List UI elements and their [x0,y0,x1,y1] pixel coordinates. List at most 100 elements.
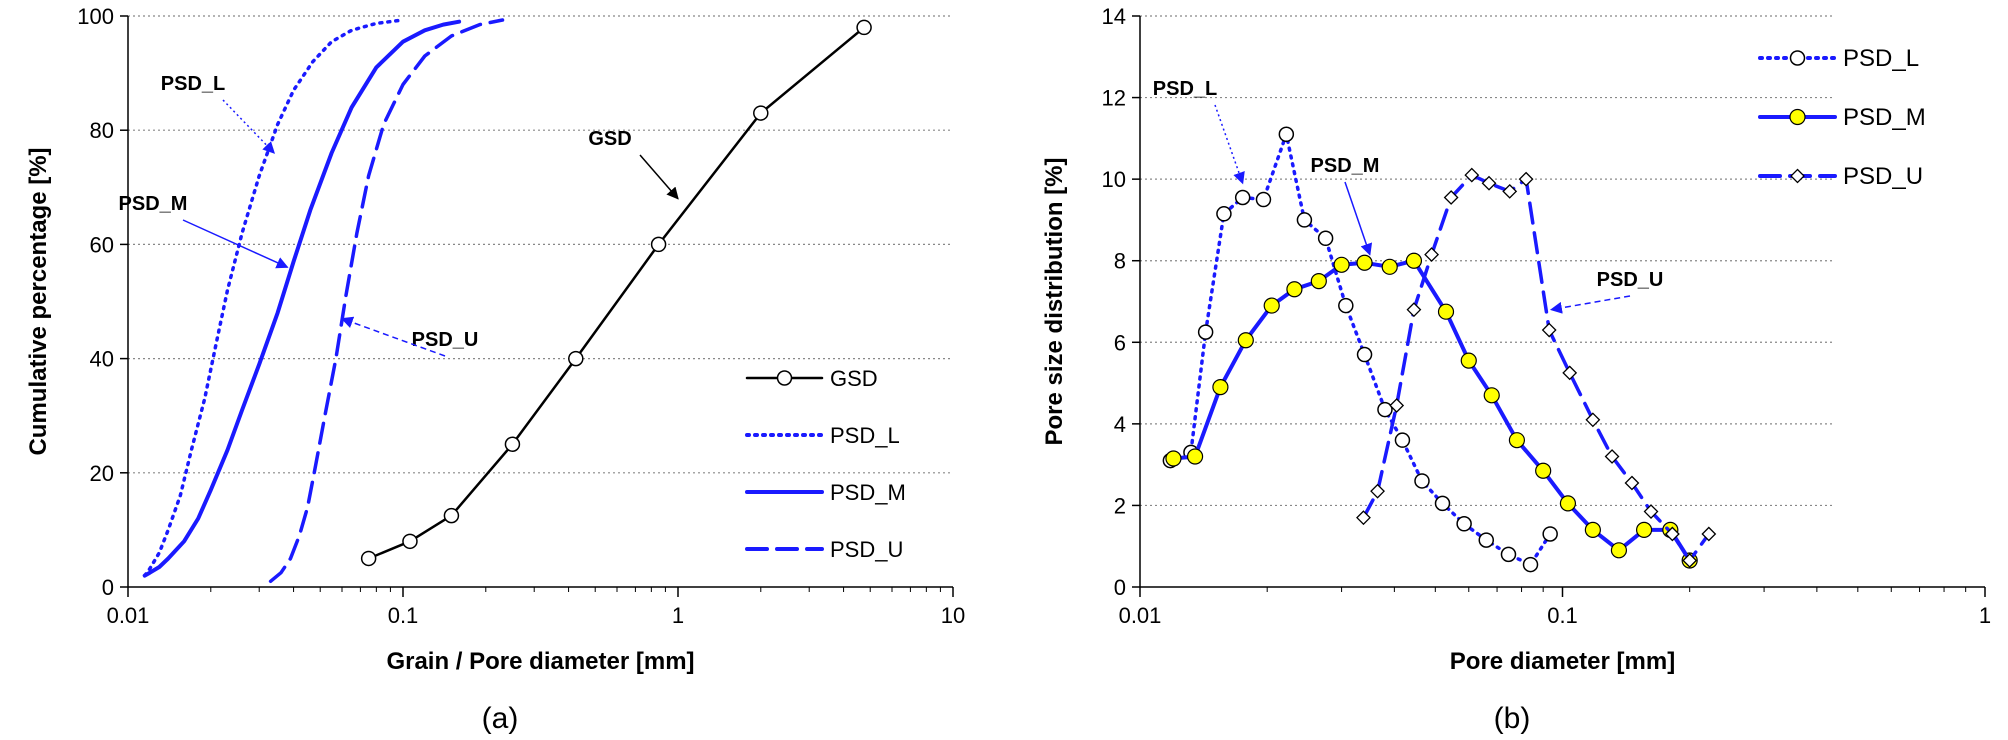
data-point [568,350,584,367]
data-point [1522,556,1539,573]
data-point [1437,303,1455,320]
data-point [1635,521,1653,539]
annotation-arrow [182,219,289,269]
annotation-label: PSD_U [1597,269,1664,291]
data-point [1405,252,1423,269]
series-line [142,18,405,578]
series-line [1171,258,1692,563]
annotation-label: PSD_M [119,193,188,215]
data-point [504,436,521,452]
data-point [1317,230,1334,247]
series-line [1361,173,1711,563]
data-point [1624,475,1640,491]
annotation-arrow [1549,295,1631,314]
data-point [1562,365,1578,381]
y-tick-label: 40 [90,347,114,372]
legend-item: PSD_M [745,480,906,505]
data-point [1414,473,1430,489]
series-gsd [360,19,872,567]
y-tick-label: 80 [90,118,114,143]
data-point [1584,521,1601,539]
data-point [1286,281,1303,298]
x-tick-label: 0.01 [1119,603,1162,628]
data-point [1263,297,1280,314]
data-point [1278,126,1295,143]
data-point [1424,247,1440,263]
data-point [1338,297,1354,314]
data-point [753,105,769,121]
data-point [1664,526,1680,542]
legend-label: PSD_U [1843,163,1923,190]
data-point [1443,190,1459,205]
annotation-arrow [340,316,446,357]
y-tick-label: 2 [1114,493,1126,518]
data-point [1701,526,1717,542]
annotation: PSD_L [1153,78,1245,185]
legend-label: PSD_M [830,480,906,505]
annotation: PSD_L [161,73,275,154]
data-point [1434,495,1451,512]
x-tick-label: 1 [672,603,684,628]
data-point [1186,448,1204,465]
data-point [1481,175,1497,191]
data-point [1585,412,1601,428]
legend-item: PSD_M [1758,104,1926,131]
annotation-arrow [1214,104,1245,185]
data-point [1389,398,1405,413]
y-tick-label: 8 [1114,249,1126,274]
y-tick-label: 0 [1114,575,1126,600]
data-point [856,19,872,36]
series-psd-u [268,18,505,584]
data-point [443,507,460,524]
annotation-label: GSD [588,128,631,150]
y-tick-label: 4 [1114,412,1126,437]
data-point [1464,167,1480,183]
data-point [1197,324,1214,340]
chart-panel-b: 0 2 4 6 8 10 12 14 0.01 0.1 1 Pore diameter [mm] Por… [1041,4,1991,735]
series-psd-u [1356,167,1717,568]
series-psd-m [142,19,462,578]
legend-item: PSD_L [1758,45,1919,72]
x-tick-label: 1 [1979,603,1991,628]
y-tick-label: 12 [1102,86,1126,111]
data-point [1370,483,1385,499]
annotation-label: PSD_L [1153,78,1217,100]
x-tick-label: 0.1 [388,603,419,628]
data-point [1234,189,1251,206]
y-axis-label: Pore size distribution [%] [1041,157,1068,445]
legend-item: GSD [745,366,878,391]
series-psd-l [142,18,405,578]
data-point [1237,332,1254,349]
data-point [402,533,418,550]
y-axis-label: Cumulative percentage [%] [25,147,52,455]
annotation: PSD_M [119,193,289,269]
data-point [1165,450,1182,467]
data-point [1508,432,1526,449]
data-point [1356,510,1371,526]
data-point [1356,346,1373,363]
y-tick-label: 0 [102,575,114,600]
data-point [1604,449,1620,464]
legend-label: GSD [830,366,878,391]
y-tick-label: 14 [1102,4,1126,29]
legend-item: PSD_U [745,537,903,562]
series-line [367,26,866,560]
panel-label: (a) [482,702,519,735]
data-point [1542,526,1558,542]
legend-item: PSD_U [1758,163,1923,190]
annotation-arrow [222,99,275,154]
data-point [1406,302,1422,318]
x-axis-label: Grain / Pore diameter [mm] [386,648,694,675]
annotation-label: PSD_L [161,73,225,95]
data-point [1535,462,1552,479]
data-point [360,550,377,567]
annotation-arrow [1344,181,1373,256]
data-point [1643,504,1659,519]
data-point [650,236,667,253]
data-point [1500,546,1517,563]
data-point [1789,108,1806,126]
series-line [268,18,505,584]
legend-label: PSD_M [1843,104,1926,131]
data-point [1212,379,1229,396]
x-axis-label: Pore diameter [mm] [1450,648,1675,675]
